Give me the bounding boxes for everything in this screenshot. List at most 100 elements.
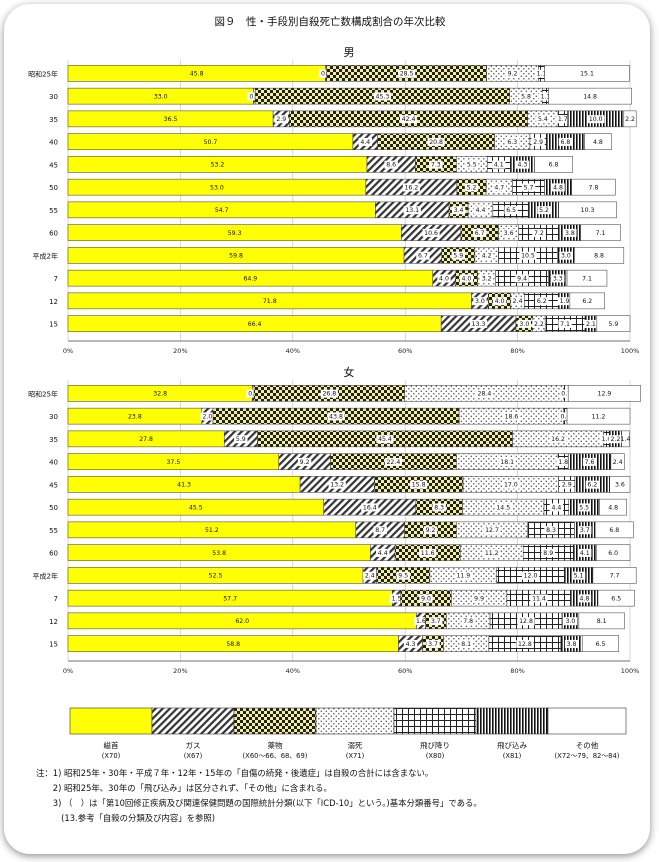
data-label: 50.7 [204,139,218,146]
data-label: 27.8 [139,436,153,443]
data-label-bg [564,639,579,648]
data-label: 9.5 [398,573,408,580]
legend: 縊首 (X70) ガス (X67) 薬物 (X60～66、68、69) 溺死 (X71) 飛び降… [69,707,627,760]
legend-code: (X70) [102,752,121,760]
data-label: 4.1 [494,162,504,169]
data-label-bg [297,457,312,466]
bar-segment-other [596,315,631,332]
legend-code: (X71) [346,752,365,760]
data-label: 53.0 [210,184,224,191]
bar-segment-other [623,110,637,128]
data-label: 4.4 [551,504,561,511]
bar-segment-other [609,476,631,493]
category-label: 7 [54,275,58,283]
category-label: 12 [49,298,58,306]
data-label: 7.7 [610,573,620,580]
data-label: 12.8 [518,641,532,648]
data-label: 4.8 [580,595,590,602]
data-label: 5.8 [521,93,531,100]
category-label: 55 [49,527,58,535]
data-label: 71.8 [263,298,277,305]
bar-segment-other [596,544,631,561]
x-tick-label: 20% [173,347,187,355]
data-label-bg [473,206,488,215]
data-label: 13.2 [330,482,344,489]
data-label: 6.2 [582,298,592,305]
data-label-bg [494,503,512,512]
data-label-bg [571,571,586,580]
data-label-bg [531,137,545,146]
data-label: 6.5 [506,207,516,214]
data-label-bg [416,251,430,260]
bar-segment-other [567,385,641,402]
data-label-bg [376,435,394,444]
data-label-bg [521,571,540,580]
data-label: 7.3 [431,162,441,169]
data-label: 2.9 [276,116,286,123]
data-label: 3.7 [431,618,441,625]
data-label: 57.7 [223,595,237,602]
data-label-bg [534,69,549,78]
bar-segment-other [599,498,627,516]
data-label-bg [517,319,532,328]
x-tick-label: 60% [398,347,412,355]
data-label-bg [469,319,488,328]
category-label: 12 [49,618,58,626]
data-label: 4.3 [517,162,527,169]
data-label: 2.4 [365,573,375,580]
data-label: 12.8 [519,618,533,625]
data-label: 9.0 [421,595,431,602]
legend-swatch-drug [233,707,317,735]
data-label: 4.4 [360,139,370,146]
category-label: 15 [49,641,58,649]
data-label: 15.1 [580,71,594,78]
data-label: 58.8 [226,641,240,648]
data-label: 66.4 [248,321,262,328]
data-label: 1.0 [601,436,611,443]
data-label: 4.1 [580,550,590,557]
data-label: 7.1 [560,321,570,328]
data-label: 11.2 [592,413,606,420]
data-label-bg [426,639,440,648]
data-label: 8.7 [375,527,385,534]
data-label-bg [549,503,564,512]
legend-name: その他 [576,740,599,750]
bar-segment-other [548,87,632,105]
data-label-bg [557,297,572,306]
data-label-bg [429,617,443,626]
data-label-bg [459,639,473,648]
data-label-bg [320,389,338,398]
category-label: 昭和25年 [28,69,58,78]
data-label-bg [419,594,433,603]
data-label-bg [577,594,592,603]
data-label: 9.2 [508,71,518,78]
category-label: 60 [49,550,58,558]
data-label-bg [521,183,536,192]
data-label: 22.4 [387,459,401,466]
data-label: 6.5 [596,641,606,648]
data-label-bg [556,115,570,124]
x-tick-label: 0% [63,667,73,675]
data-label: 8.9 [543,550,553,557]
data-label: 1.1 [537,71,547,78]
data-label-bg [510,297,525,306]
data-label-bg [535,297,549,306]
legend-name: 飛び込み [497,741,527,750]
bar-segment-other [594,521,634,539]
data-label-bg [327,412,345,421]
data-label-bg [536,115,550,124]
data-label: 6.8 [560,139,570,146]
data-label: 10.6 [424,230,438,237]
data-label: 3.2 [482,275,492,282]
x-tick-label: 100% [621,667,640,675]
data-label-bg [608,435,623,444]
bar-segment-other [558,201,617,219]
data-label-bg [599,435,614,444]
data-label-bg [373,92,392,101]
data-label-bg [475,389,494,398]
data-label: 53.2 [211,162,225,169]
data-label-bg [541,548,555,557]
data-label: 16.2 [404,184,418,191]
x-tick-label: 20% [173,667,187,675]
